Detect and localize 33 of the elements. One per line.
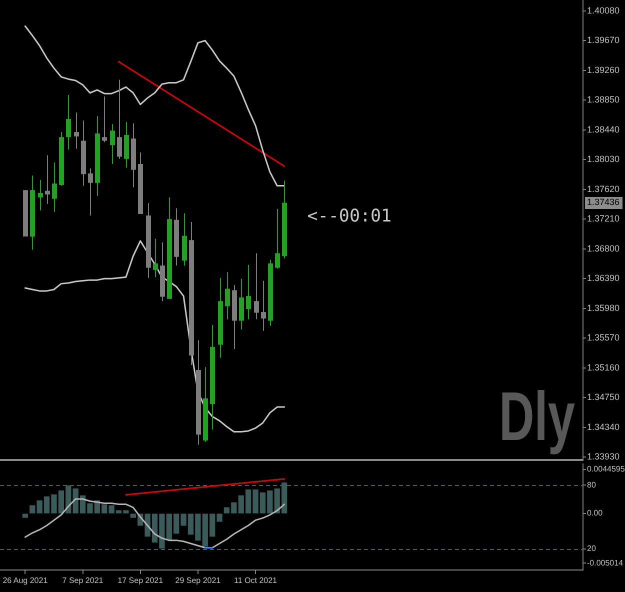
y-tick-label: 1.34750 [587,392,620,402]
y-tick-label: 1.37620 [587,184,620,194]
candlestick [45,155,50,204]
y-tick-label: 1.35160 [587,362,620,372]
y-tick-label: 1.38440 [587,124,620,134]
y-tick-label: 1.38030 [587,154,620,164]
y-tick-label: 0.0044595 [587,464,625,474]
y-tick-label: 1.36390 [587,273,620,284]
y-tick-label: 1.33930 [587,452,620,462]
candlestick [102,96,107,142]
y-tick-label: 0.00 [587,508,604,518]
y-tick-label: 1.39260 [587,64,620,75]
bar [22,514,28,518]
annotation: <--00:01 [307,206,392,227]
x-tick-label: 7 Sep 2021 [62,576,104,586]
y-tick-label: -0.005014 [587,558,624,568]
annotation: 1.37436 [587,197,620,208]
y-tick-label: 1.35980 [587,302,620,313]
y-tick-label: 1.35570 [587,332,620,343]
x-tick-label: 17 Sep 2021 [118,576,164,586]
x-tick-label: 29 Sep 2021 [175,576,222,586]
y2-tick-label: 80 [587,480,596,490]
y-tick-label: 1.37210 [587,214,620,224]
y-tick-label: 1.38850 [587,94,620,105]
x-tick-label: 26 Aug 2021 [2,576,48,586]
x-tick-label: 11 Oct 2021 [234,576,278,586]
y-tick-label: 1.40080 [587,5,620,16]
y-tick-label: 1.34340 [587,422,620,432]
bar [30,505,36,514]
y-tick-label: 1.36800 [587,243,620,254]
y2-tick-label: 20 [587,544,596,554]
annotation: Dly [499,378,575,456]
y-tick-label: 1.39670 [587,35,620,46]
